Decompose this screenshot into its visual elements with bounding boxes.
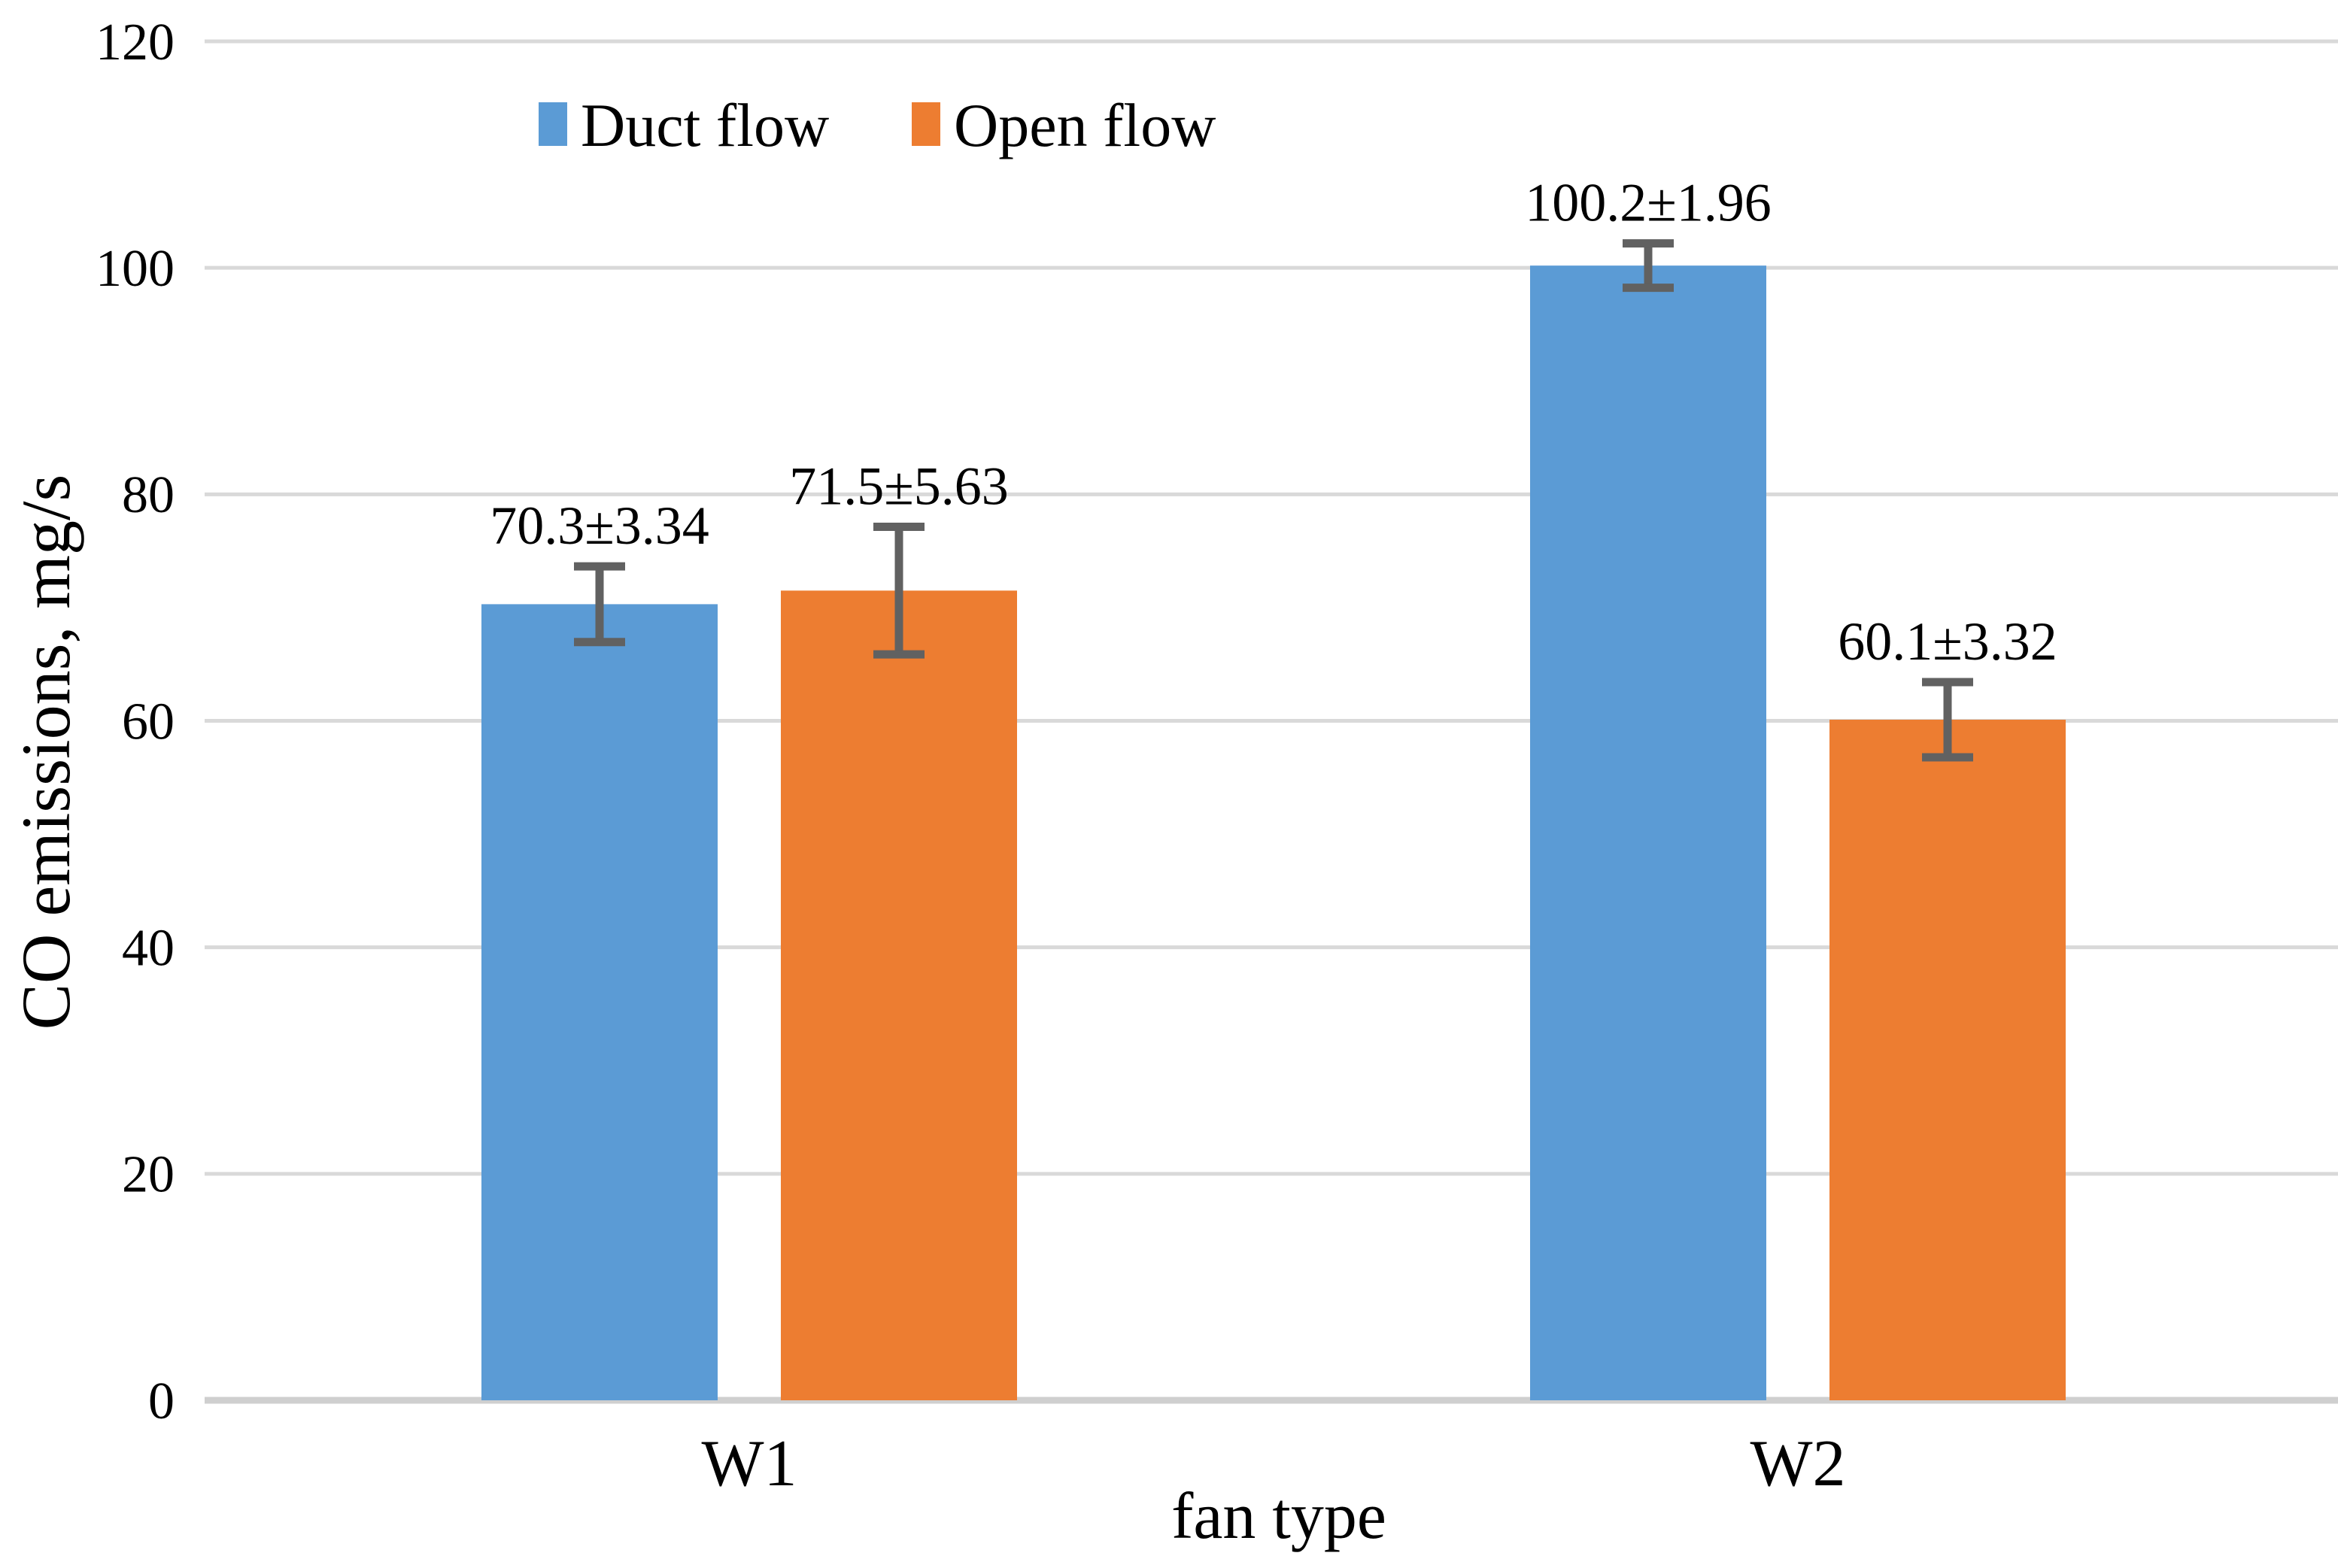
- bar-open-flow-w1: [781, 590, 1017, 1401]
- category-labels: W1 W2: [701, 1427, 1845, 1500]
- bars-layer: [481, 265, 2066, 1401]
- data-label-open-flow-w1: 71.5±5.63: [789, 456, 1009, 517]
- y-tick-100: 100: [96, 240, 175, 298]
- legend-marker-open-flow: [912, 102, 940, 146]
- legend-label-open-flow: Open flow: [954, 91, 1216, 159]
- error-bar-duct-flow-w2: [1623, 239, 1674, 293]
- error-bar-duct-flow-w1: [574, 562, 625, 647]
- bar-open-flow-w2: [1829, 719, 2066, 1400]
- data-label-open-flow-w2: 60.1±3.32: [1838, 611, 2057, 672]
- category-label-w2: W2: [1750, 1427, 1845, 1500]
- y-tick-labels: 0 20 40 60 80 100 120: [96, 14, 175, 1430]
- y-tick-40: 40: [122, 919, 175, 977]
- error-bars-layer: [574, 239, 1973, 762]
- data-label-duct-flow-w2: 100.2±1.96: [1525, 173, 1772, 233]
- legend-marker-duct-flow: [539, 102, 567, 146]
- legend-item-duct-flow: Duct flow: [539, 91, 829, 159]
- category-label-w1: W1: [701, 1427, 797, 1500]
- data-labels-layer: 70.3±3.34 100.2±1.96 71.5±5.63 60.1±3.32: [490, 173, 2057, 672]
- y-tick-20: 20: [122, 1146, 175, 1204]
- y-tick-80: 80: [122, 466, 175, 524]
- error-bar-open-flow-w1: [873, 523, 925, 659]
- legend: Duct flow Open flow: [539, 91, 1216, 159]
- bar-duct-flow-w2: [1530, 265, 1766, 1400]
- y-axis-title: CO emissions, mg/s: [8, 475, 84, 1030]
- legend-label-duct-flow: Duct flow: [581, 91, 829, 159]
- y-tick-0: 0: [148, 1372, 175, 1430]
- legend-item-open-flow: Open flow: [912, 91, 1216, 159]
- y-tick-60: 60: [122, 693, 175, 751]
- y-tick-120: 120: [96, 14, 175, 71]
- data-label-duct-flow-w1: 70.3±3.34: [490, 496, 709, 556]
- x-axis-title: fan type: [1171, 1480, 1386, 1553]
- error-bar-open-flow-w2: [1922, 678, 1973, 762]
- bar-duct-flow-w1: [481, 604, 718, 1400]
